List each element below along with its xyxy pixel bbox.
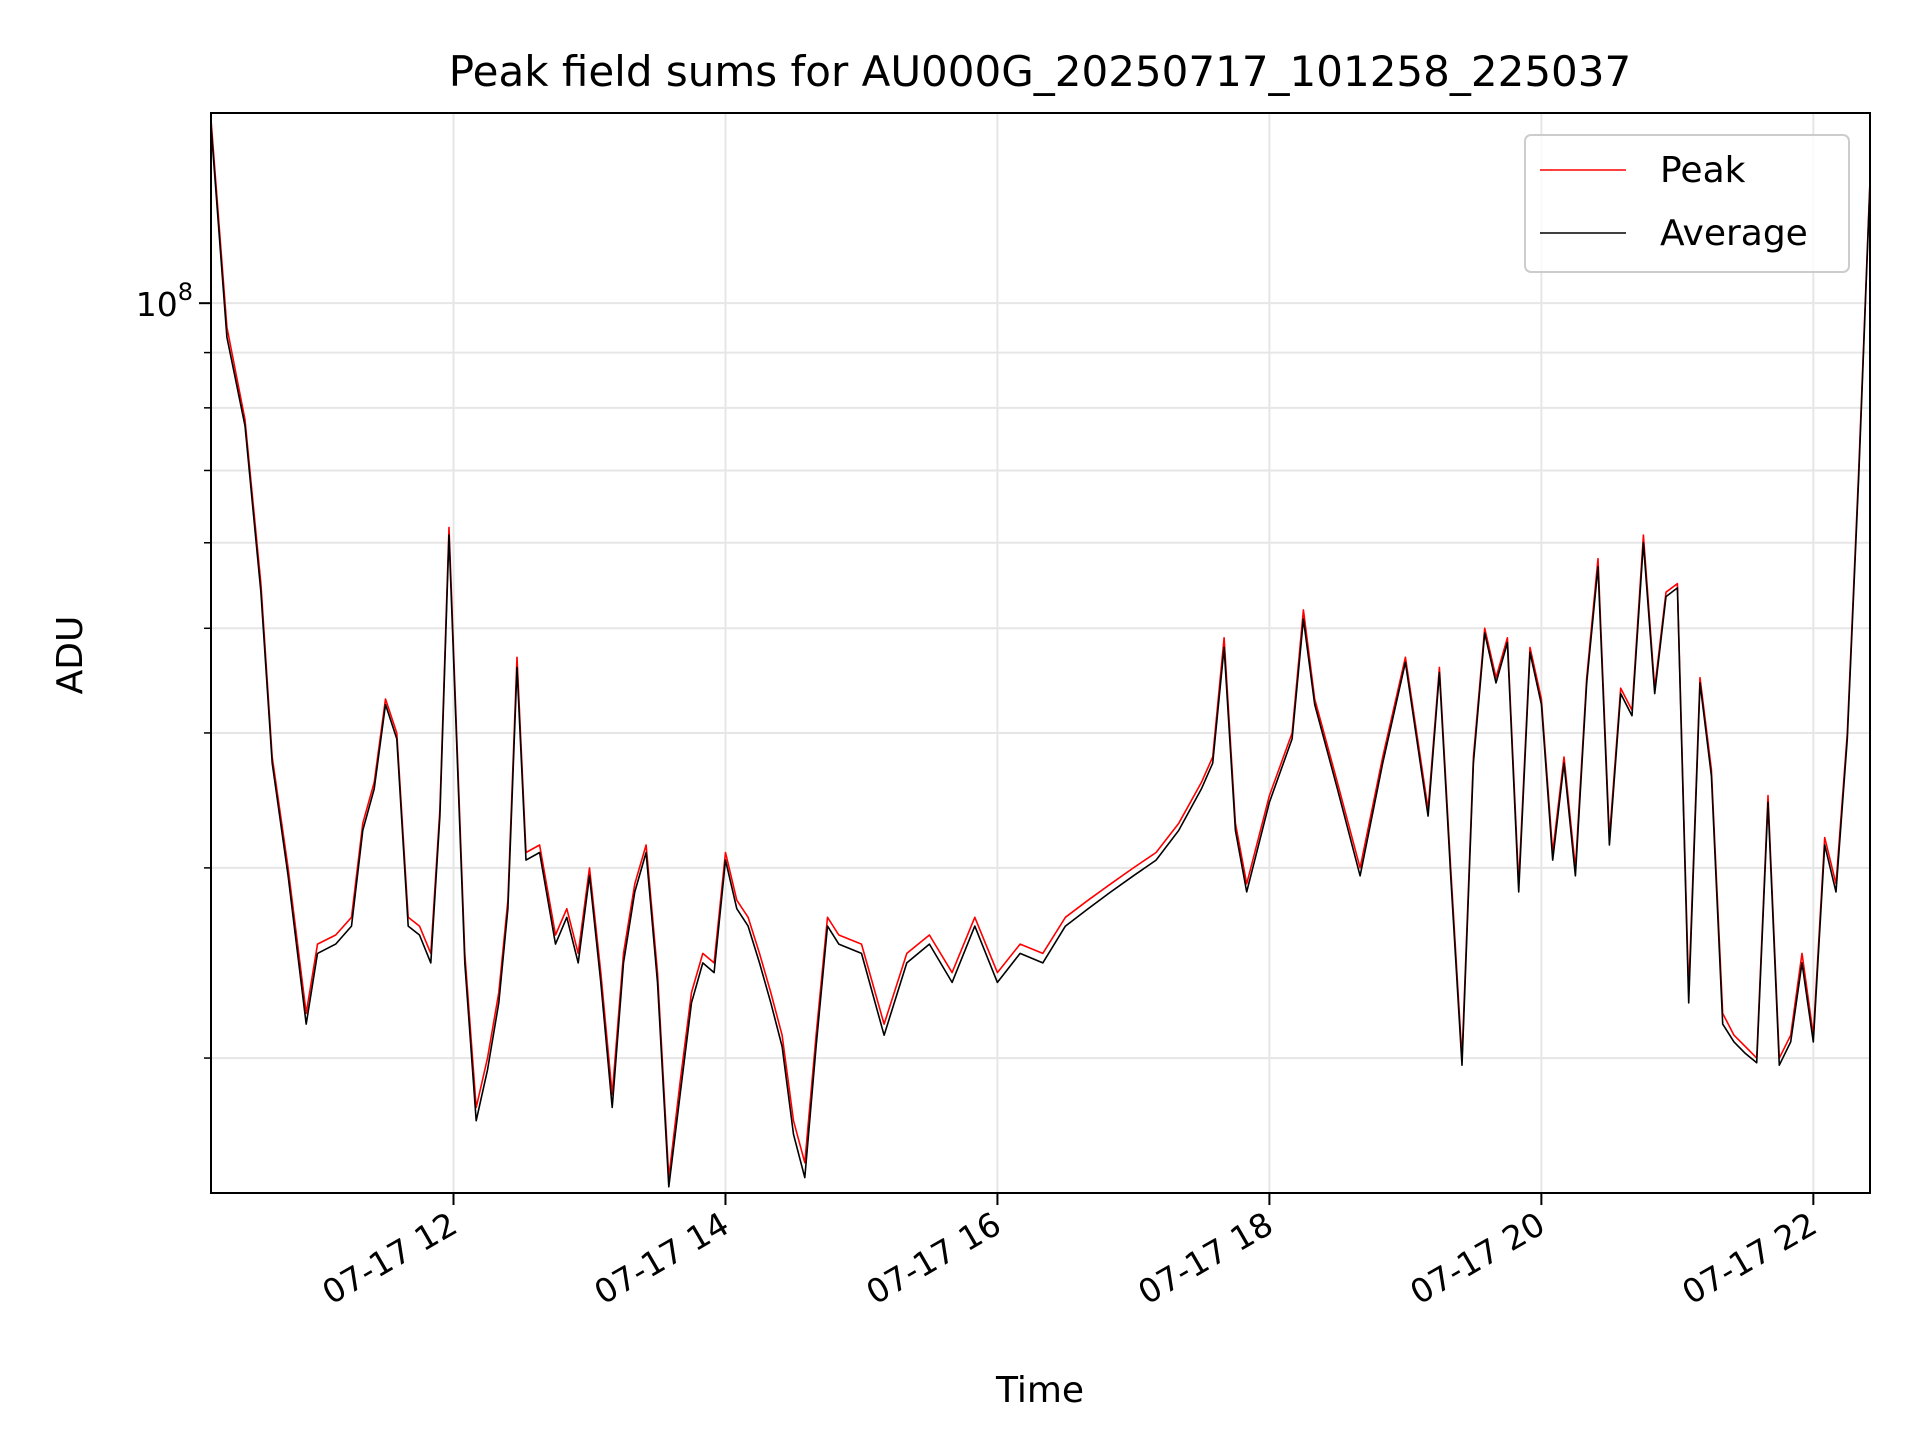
legend-label-average: Average — [1660, 213, 1808, 254]
y-tick-label: 108 — [136, 278, 193, 324]
series-line-average — [211, 125, 1870, 1188]
chart-title: Peak field sums for AU000G_20250717_1012… — [449, 47, 1631, 96]
legend: Peak Average — [1524, 134, 1850, 273]
series-line-peak — [211, 119, 1870, 1179]
x-axis-label: Time — [995, 1370, 1084, 1411]
plot-series — [211, 119, 1870, 1188]
plot-frame — [210, 112, 1871, 1194]
legend-label-peak: Peak — [1660, 150, 1746, 191]
y-axis-label: ADU — [50, 616, 91, 695]
